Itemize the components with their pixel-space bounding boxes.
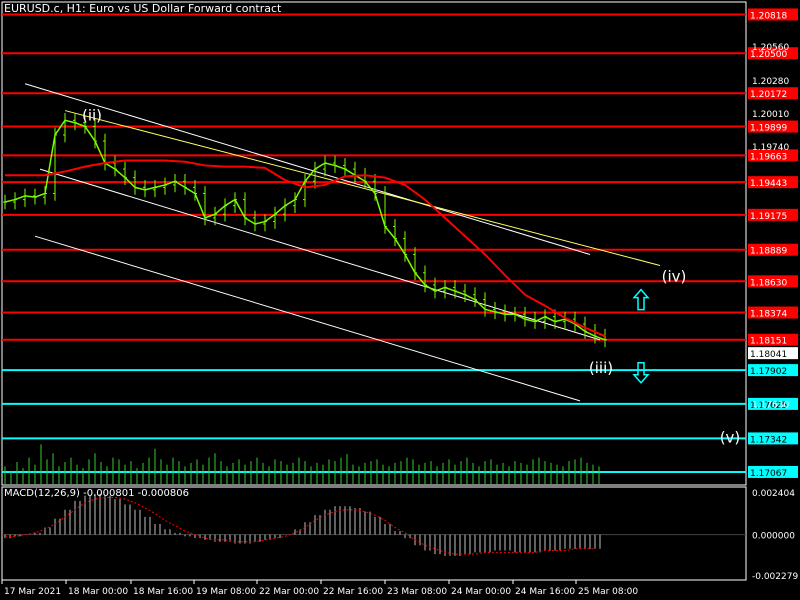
wave-label-1: (iii) bbox=[589, 359, 613, 377]
resistance-label-box-5 bbox=[748, 176, 798, 189]
macd-plot-frame bbox=[1, 486, 747, 581]
support-label-3: 1.17067 bbox=[750, 469, 787, 479]
channel-line-1 bbox=[39, 168, 601, 341]
resistance-label-box-9 bbox=[748, 306, 798, 319]
x-tick-label-2: 18 Mar 16:00 bbox=[133, 587, 193, 597]
x-tick-label-5: 22 Mar 16:00 bbox=[323, 587, 383, 597]
x-tick-label-6: 23 Mar 08:00 bbox=[387, 587, 447, 597]
arrow-down-icon bbox=[632, 362, 650, 384]
symbol-description: Euro vs US Dollar Forward contract bbox=[89, 2, 282, 15]
x-tick-label-3: 19 Mar 08:00 bbox=[196, 587, 256, 597]
chart-header: EURUSD.c, H1: Euro vs US Dollar Forward … bbox=[4, 2, 281, 15]
y-tick-label-1: 1.20280 bbox=[752, 77, 789, 87]
support-label-2: 1.17342 bbox=[750, 435, 787, 445]
macd-label: MACD(12,26,9) -0.000801 -0.000806 bbox=[4, 488, 189, 499]
support-label-box-0 bbox=[748, 364, 798, 377]
resistance-label-9: 1.18374 bbox=[750, 310, 787, 320]
resistance-label-box-1 bbox=[748, 47, 798, 60]
resistance-label-6: 1.19175 bbox=[750, 212, 787, 222]
arrow-up-icon bbox=[632, 288, 650, 311]
support-label-0: 1.17902 bbox=[750, 367, 787, 377]
y-tick-label-3: 1.19740 bbox=[752, 143, 789, 153]
main-plot-frame bbox=[1, 1, 747, 486]
resistance-label-0: 1.20818 bbox=[750, 11, 787, 21]
x-tick-label-7: 24 Mar 00:00 bbox=[451, 587, 511, 597]
wave-label-3: (v) bbox=[720, 428, 741, 446]
y-tick-label-2: 1.20010 bbox=[752, 110, 789, 120]
resistance-label-10: 1.18151 bbox=[750, 337, 787, 347]
macd-y-tick-label-2: -0.002279 bbox=[752, 572, 798, 582]
x-tick-label-1: 18 Mar 00:00 bbox=[68, 587, 128, 597]
channel-line-0 bbox=[24, 83, 591, 255]
price-series-line bbox=[4, 119, 606, 341]
x-tick-label-9: 25 Mar 08:00 bbox=[578, 587, 638, 597]
y-tick-label-0: 1.20560 bbox=[752, 43, 789, 53]
x-tick-label-4: 22 Mar 00:00 bbox=[259, 587, 319, 597]
macd-y-tick-label-1: 0.000000 bbox=[752, 532, 795, 542]
current-price-label: 1.18041 bbox=[750, 350, 787, 360]
channel-line-2 bbox=[34, 235, 581, 402]
resistance-label-8: 1.18630 bbox=[750, 278, 787, 288]
resistance-label-5: 1.19443 bbox=[750, 179, 787, 189]
macd-signal-line bbox=[5, 496, 595, 555]
trend-line bbox=[64, 110, 661, 266]
resistance-label-4: 1.19663 bbox=[750, 152, 787, 162]
resistance-label-box-10 bbox=[748, 333, 798, 346]
support-label-box-2 bbox=[748, 432, 798, 445]
y-tick-label-4: 1.17630 bbox=[752, 400, 789, 410]
resistance-label-7: 1.18889 bbox=[750, 247, 787, 257]
resistance-label-box-2 bbox=[748, 87, 798, 100]
resistance-label-box-8 bbox=[748, 275, 798, 288]
current-price-box bbox=[748, 347, 798, 360]
moving-average-line bbox=[5, 159, 606, 338]
support-label-1: 1.17625 bbox=[750, 401, 787, 411]
symbol-label: EURUSD.c, H1: bbox=[4, 2, 86, 15]
support-label-box-1 bbox=[748, 397, 798, 410]
resistance-label-2: 1.20172 bbox=[750, 90, 787, 100]
resistance-label-box-3 bbox=[748, 120, 798, 133]
resistance-label-box-4 bbox=[748, 149, 798, 162]
resistance-label-box-7 bbox=[748, 243, 798, 256]
x-tick-label-8: 24 Mar 16:00 bbox=[515, 587, 575, 597]
resistance-label-box-0 bbox=[748, 8, 798, 21]
macd-header: MACD(12,26,9) -0.000801 -0.000806 bbox=[4, 488, 189, 499]
support-label-box-3 bbox=[748, 465, 798, 478]
resistance-label-1: 1.20500 bbox=[750, 50, 787, 60]
resistance-label-3: 1.19899 bbox=[750, 124, 787, 134]
x-tick-label-0: 17 Mar 2021 bbox=[4, 587, 61, 597]
wave-label-2: (iv) bbox=[662, 267, 687, 285]
macd-y-tick-label-0: 0.002404 bbox=[752, 489, 795, 499]
wave-label-0: (ii) bbox=[82, 106, 102, 124]
resistance-label-box-6 bbox=[748, 208, 798, 221]
